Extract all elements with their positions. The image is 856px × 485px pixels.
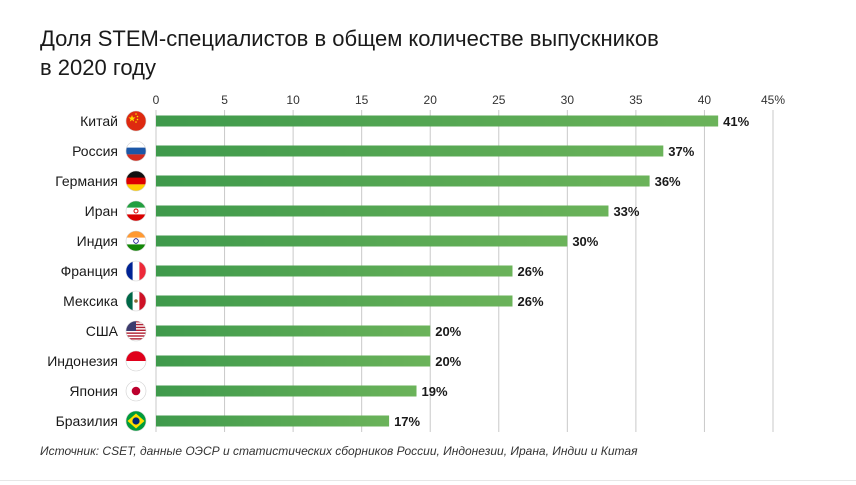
bar-row: Индия 30% <box>77 230 599 252</box>
bar-row: Иран 33% <box>85 200 640 222</box>
bar-row: США 20% <box>86 320 462 342</box>
source-note: Источник: CSET, данные ОЭСР и статистиче… <box>40 444 638 458</box>
bar-row: Мексика 26% <box>63 290 544 312</box>
iran-flag-icon <box>125 200 147 222</box>
india-flag-icon <box>125 230 147 252</box>
bar-chart: 0 5 10 15 20 25 30 35 40 45% Китай 41% Россия 37% Гер… <box>47 93 786 432</box>
value-label: 30% <box>572 234 598 249</box>
bar <box>156 325 431 337</box>
value-label: 37% <box>668 144 694 159</box>
bar-row: Япония 19% <box>69 380 448 402</box>
bar <box>156 385 417 397</box>
bar-row: Франция 26% <box>61 260 544 282</box>
value-label: 20% <box>435 324 461 339</box>
category-label: Индонезия <box>47 353 118 369</box>
bar-row: Китай 41% <box>80 110 750 132</box>
bar-row: Россия 37% <box>72 140 695 162</box>
chart-title-line-1: Доля STEM-специалистов в общем количеств… <box>40 26 659 51</box>
value-label: 33% <box>613 204 639 219</box>
france-flag-icon <box>125 260 147 282</box>
category-label: Индия <box>77 233 118 249</box>
category-label: Франция <box>61 263 118 279</box>
category-label: США <box>86 323 119 339</box>
x-tick-label: 35 <box>629 93 643 107</box>
bar <box>156 355 431 367</box>
russia-flag-icon <box>125 140 147 162</box>
bars-layer: Китай 41% Россия 37% Германия 36% Иран 33% Индия… <box>47 110 750 432</box>
category-label: Россия <box>72 143 118 159</box>
brazil-flag-icon <box>125 410 147 432</box>
x-tick-label: 15 <box>355 93 369 107</box>
usa-flag-icon <box>125 320 147 342</box>
bottom-divider <box>0 480 856 481</box>
china-flag-icon <box>125 110 147 132</box>
category-label: Германия <box>55 173 118 189</box>
germany-flag-icon <box>125 170 147 192</box>
bar <box>156 145 664 157</box>
category-label: Бразилия <box>56 413 118 429</box>
x-tick-label: 5 <box>221 93 228 107</box>
bar-row: Индонезия 20% <box>47 350 462 372</box>
x-tick-label: 45% <box>761 93 785 107</box>
mexico-flag-icon <box>125 290 147 312</box>
chart-title: Доля STEM-специалистов в общем количеств… <box>40 24 800 82</box>
japan-flag-icon <box>125 380 147 402</box>
bar <box>156 415 390 427</box>
category-label: Япония <box>69 383 118 399</box>
value-label: 36% <box>655 174 681 189</box>
bar-row: Бразилия 17% <box>56 410 421 432</box>
x-tick-label: 10 <box>286 93 300 107</box>
x-tick-label: 25 <box>492 93 506 107</box>
bar <box>156 295 513 307</box>
bar <box>156 115 719 127</box>
x-tick-label: 20 <box>424 93 438 107</box>
x-tick-label: 0 <box>153 93 160 107</box>
bar <box>156 175 650 187</box>
value-label: 26% <box>517 294 543 309</box>
bar-row: Германия 36% <box>55 170 681 192</box>
category-label: Китай <box>80 113 118 129</box>
x-tick-label: 40 <box>698 93 712 107</box>
bar <box>156 265 513 277</box>
value-label: 17% <box>394 414 420 429</box>
chart-title-line-2: в 2020 году <box>40 55 156 80</box>
bar <box>156 235 568 247</box>
value-label: 41% <box>723 114 749 129</box>
category-label: Иран <box>85 203 118 219</box>
value-label: 26% <box>517 264 543 279</box>
x-axis-ticks: 0 5 10 15 20 25 30 35 40 45% <box>153 93 786 107</box>
indonesia-flag-icon <box>125 350 147 372</box>
x-tick-label: 30 <box>561 93 575 107</box>
value-label: 19% <box>422 384 448 399</box>
bar <box>156 205 609 217</box>
category-label: Мексика <box>63 293 118 309</box>
value-label: 20% <box>435 354 461 369</box>
